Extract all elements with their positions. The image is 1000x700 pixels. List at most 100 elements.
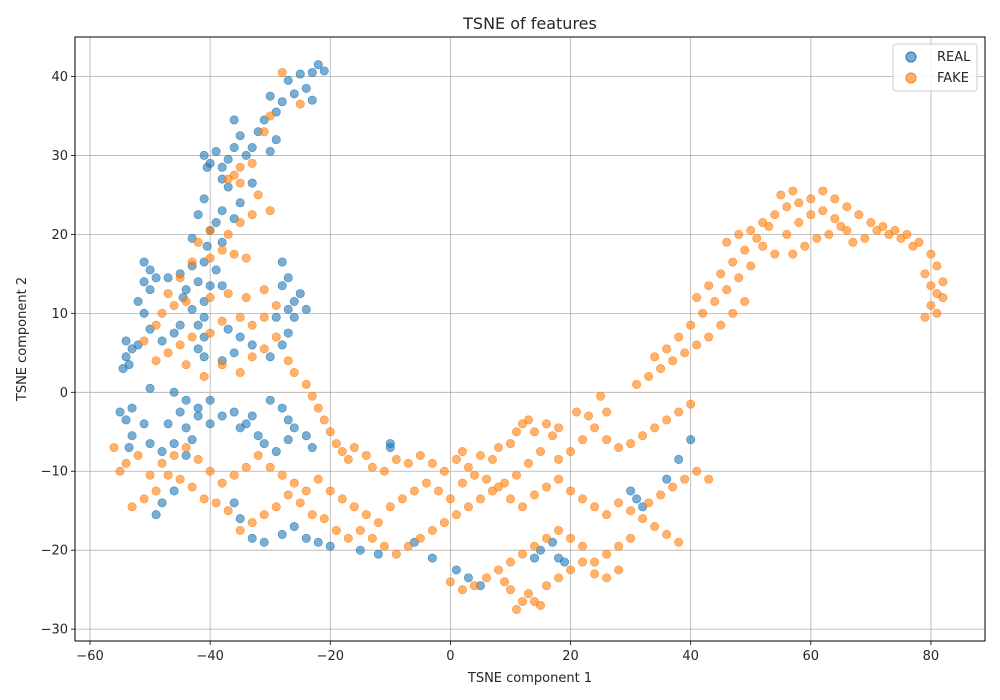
- point-fake: [692, 340, 702, 350]
- point-fake: [247, 158, 257, 168]
- y-tick-label: −20: [41, 544, 68, 559]
- point-fake: [686, 399, 696, 409]
- point-fake: [662, 529, 672, 539]
- point-fake: [163, 289, 173, 299]
- point-real: [277, 97, 287, 107]
- point-real: [301, 533, 311, 543]
- point-fake: [740, 296, 750, 306]
- point-fake: [830, 194, 840, 204]
- point-fake: [271, 300, 281, 310]
- point-real: [223, 324, 233, 334]
- point-real: [163, 419, 173, 429]
- point-fake: [157, 308, 167, 318]
- point-real: [301, 304, 311, 314]
- point-fake: [181, 296, 191, 306]
- point-real: [157, 447, 167, 457]
- point-fake: [662, 344, 672, 354]
- point-fake: [530, 490, 540, 500]
- point-real: [289, 89, 299, 99]
- point-fake: [584, 411, 594, 421]
- point-fake: [457, 585, 467, 595]
- point-fake: [187, 482, 197, 492]
- point-fake: [632, 379, 642, 389]
- point-fake: [259, 285, 269, 295]
- point-real: [169, 486, 179, 496]
- point-real: [674, 454, 684, 464]
- point-fake: [205, 328, 215, 338]
- point-real: [139, 419, 149, 429]
- point-fake: [349, 502, 359, 512]
- point-real: [139, 308, 149, 318]
- point-real: [283, 75, 293, 85]
- point-real: [295, 69, 305, 79]
- grid: [75, 37, 985, 641]
- point-fake: [493, 443, 503, 453]
- point-fake: [337, 494, 347, 504]
- point-fake: [235, 525, 245, 535]
- point-real: [283, 304, 293, 314]
- point-fake: [746, 261, 756, 271]
- point-fake: [644, 372, 654, 382]
- point-fake: [457, 478, 467, 488]
- point-fake: [397, 494, 407, 504]
- point-fake: [319, 415, 329, 425]
- point-real: [427, 553, 437, 563]
- point-real: [265, 395, 275, 405]
- point-fake: [770, 210, 780, 220]
- point-real: [235, 423, 245, 433]
- point-real: [265, 146, 275, 156]
- point-fake: [481, 573, 491, 583]
- point-fake: [704, 332, 714, 342]
- point-fake: [536, 447, 546, 457]
- point-fake: [427, 525, 437, 535]
- point-fake: [578, 435, 588, 445]
- point-fake: [235, 218, 245, 228]
- point-fake: [265, 206, 275, 216]
- x-tick-label: −40: [196, 649, 223, 664]
- point-fake: [698, 308, 708, 318]
- point-real: [560, 557, 570, 567]
- point-fake: [746, 225, 756, 235]
- point-fake: [439, 518, 449, 528]
- point-fake: [283, 356, 293, 366]
- point-fake: [505, 494, 515, 504]
- point-fake: [854, 210, 864, 220]
- point-fake: [523, 415, 533, 425]
- point-real: [145, 383, 155, 393]
- point-fake: [554, 454, 564, 464]
- point-fake: [626, 533, 636, 543]
- point-fake: [133, 450, 143, 460]
- point-real: [199, 352, 209, 362]
- point-fake: [289, 368, 299, 378]
- point-real: [463, 573, 473, 583]
- point-fake: [758, 241, 768, 251]
- point-real: [283, 273, 293, 283]
- point-fake: [223, 289, 233, 299]
- point-fake: [211, 498, 221, 508]
- point-fake: [463, 462, 473, 472]
- point-fake: [650, 423, 660, 433]
- point-real: [632, 494, 642, 504]
- point-real: [157, 498, 167, 508]
- point-fake: [692, 466, 702, 476]
- point-fake: [205, 253, 215, 263]
- point-real: [199, 150, 209, 160]
- point-fake: [475, 450, 485, 460]
- point-real: [205, 395, 215, 405]
- point-fake: [788, 186, 798, 196]
- point-fake: [259, 510, 269, 520]
- point-fake: [734, 273, 744, 283]
- point-real: [202, 241, 212, 251]
- series-fake: [109, 68, 948, 614]
- point-fake: [554, 525, 564, 535]
- point-fake: [578, 557, 588, 567]
- point-real: [259, 537, 269, 547]
- point-fake: [175, 273, 185, 283]
- point-fake: [235, 162, 245, 172]
- point-fake: [638, 431, 648, 441]
- point-fake: [205, 225, 215, 235]
- point-real: [289, 296, 299, 306]
- point-real: [355, 545, 365, 555]
- point-fake: [379, 466, 389, 476]
- point-fake: [289, 478, 299, 488]
